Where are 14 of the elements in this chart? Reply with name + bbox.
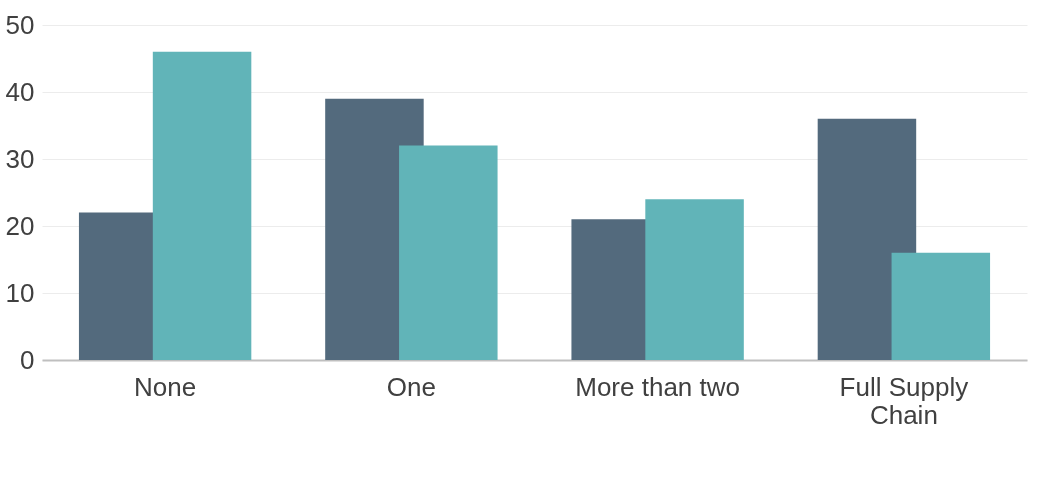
bar	[891, 252, 991, 360]
x-tick-label: One	[386, 371, 436, 402]
x-tick-label: None	[134, 371, 197, 402]
x-tick-label: More than two	[575, 371, 740, 402]
bar	[152, 51, 252, 360]
bar	[399, 145, 498, 360]
y-tick-label: 20	[5, 210, 35, 241]
y-tick-label: 30	[5, 143, 35, 174]
x-tick-label: Full Supply Chain	[839, 371, 969, 430]
y-tick-label: 40	[5, 76, 35, 107]
y-tick-label: 10	[5, 277, 35, 308]
y-tick-label: 0	[20, 344, 35, 375]
bar	[645, 199, 744, 360]
y-tick-label: 50	[5, 9, 35, 40]
